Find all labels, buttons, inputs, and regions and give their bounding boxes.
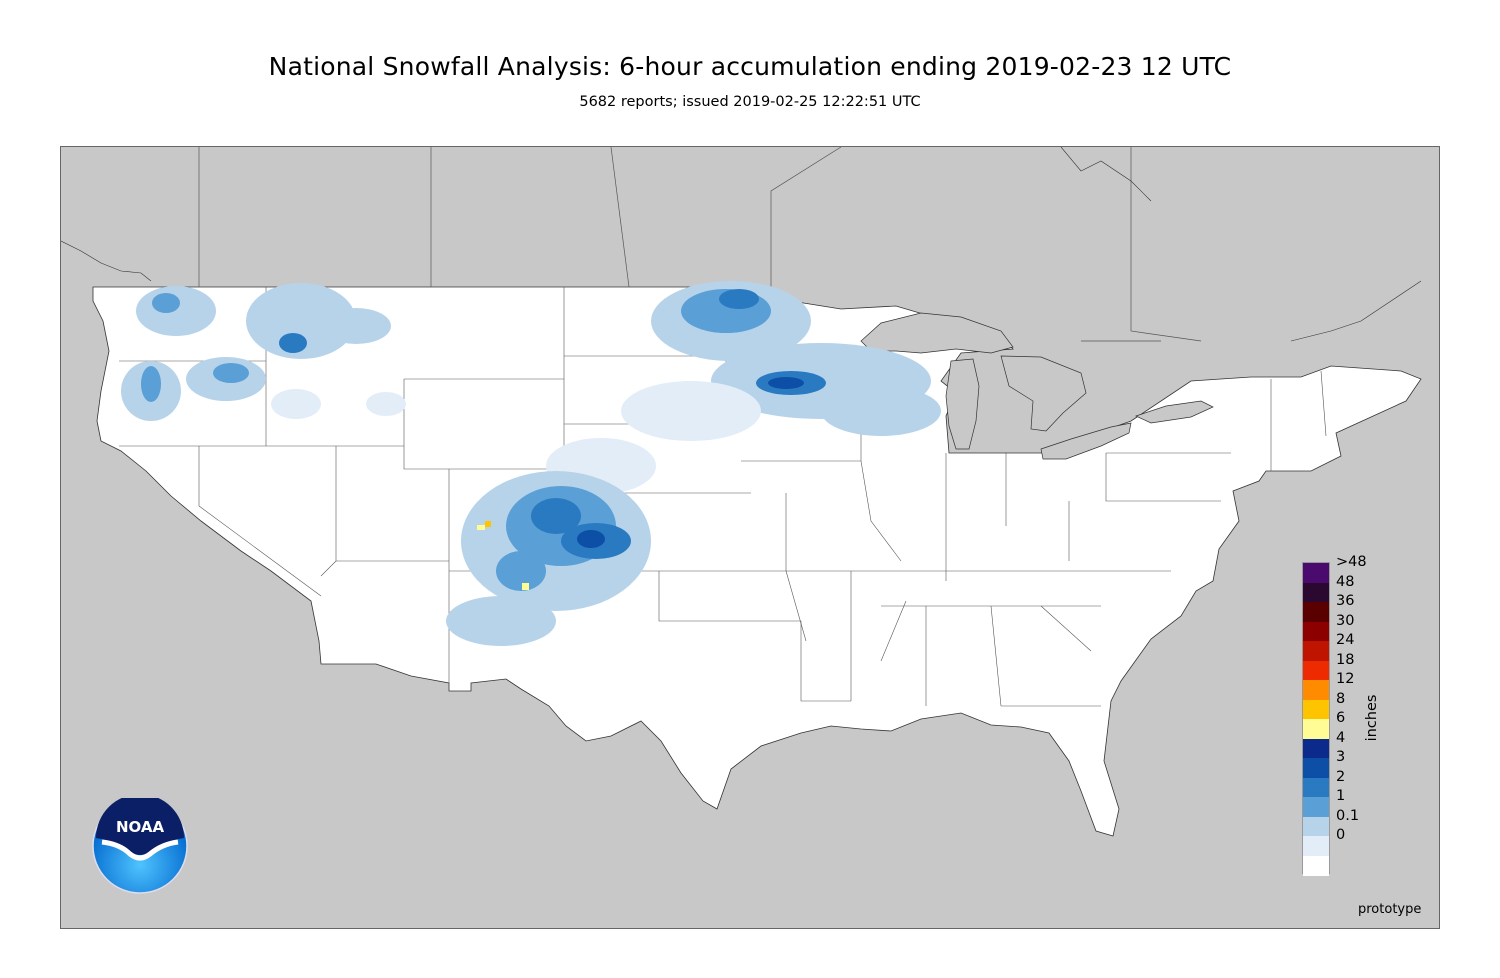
legend-swatch bbox=[1303, 660, 1329, 681]
lake-erie bbox=[1040, 422, 1132, 460]
legend-bin-label: 12 bbox=[1336, 671, 1355, 687]
legend-units-label: inches bbox=[1364, 694, 1380, 742]
legend-bin-label: 8 bbox=[1336, 690, 1346, 707]
lake-huron bbox=[1000, 355, 1087, 432]
legend-bin-label: 3 bbox=[1336, 749, 1346, 765]
map-canvas bbox=[61, 147, 1439, 928]
legend-swatch bbox=[1303, 836, 1329, 856]
legend-bin-label: 36 bbox=[1336, 593, 1355, 609]
legend-swatch bbox=[1303, 621, 1329, 642]
legend-swatch bbox=[1303, 816, 1329, 837]
lake-superior bbox=[860, 312, 1014, 354]
coastline-details bbox=[61, 147, 1422, 342]
snowfall-map bbox=[60, 146, 1440, 929]
legend-bin-label: 6 bbox=[1336, 710, 1346, 726]
noaa-logo-icon: NOAA bbox=[92, 798, 188, 894]
legend-bin-label: 4 bbox=[1336, 729, 1346, 746]
legend-swatch bbox=[1303, 699, 1329, 720]
map-subtitle: 5682 reports; issued 2019-02-25 12:22:51… bbox=[579, 94, 921, 110]
legend-bin-label: 0.1 bbox=[1336, 807, 1360, 824]
legend-swatch bbox=[1303, 680, 1329, 700]
lake-ontario bbox=[1135, 400, 1214, 424]
legend-swatch bbox=[1303, 777, 1329, 798]
legend-bin-label: 0 bbox=[1336, 827, 1346, 843]
country-borders bbox=[198, 147, 1202, 342]
legend-bin-label: 48 bbox=[1336, 573, 1355, 590]
legend-swatch bbox=[1303, 855, 1329, 876]
legend-bin-label: 2 bbox=[1336, 768, 1346, 785]
noaa-logo-text: NOAA bbox=[116, 818, 165, 836]
map-title: National Snowfall Analysis: 6-hour accum… bbox=[268, 52, 1232, 81]
legend-swatch bbox=[1303, 738, 1329, 759]
legend-bin-label: 30 bbox=[1336, 612, 1355, 629]
legend-colorbar bbox=[1302, 562, 1330, 876]
legend-swatch bbox=[1303, 719, 1329, 739]
legend-swatch bbox=[1303, 758, 1329, 778]
lake-michigan bbox=[945, 358, 980, 450]
legend-bin-label: 1 bbox=[1336, 788, 1346, 804]
legend-swatch bbox=[1303, 797, 1329, 817]
legend-swatch bbox=[1303, 582, 1329, 603]
prototype-note: prototype bbox=[1358, 902, 1422, 917]
snowfall-shading bbox=[121, 281, 941, 646]
legend-swatch bbox=[1303, 563, 1329, 583]
legend-bin-label: 18 bbox=[1336, 651, 1355, 668]
legend-swatch bbox=[1303, 641, 1329, 661]
legend-bin-label: 24 bbox=[1336, 632, 1355, 648]
legend-swatch bbox=[1303, 602, 1329, 622]
legend-bin-label: >48 bbox=[1336, 554, 1367, 570]
